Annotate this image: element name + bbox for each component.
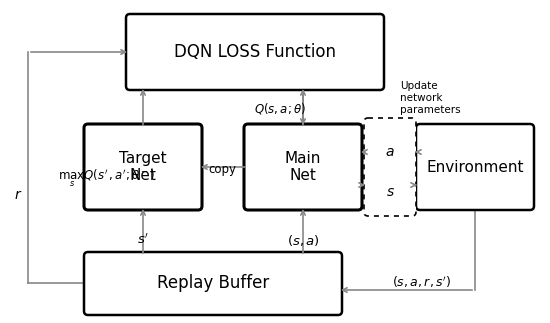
FancyBboxPatch shape bbox=[244, 124, 362, 210]
FancyBboxPatch shape bbox=[84, 124, 202, 210]
FancyBboxPatch shape bbox=[364, 118, 416, 216]
Text: Main
Net: Main Net bbox=[285, 151, 321, 183]
Text: Target
Net: Target Net bbox=[119, 151, 167, 183]
FancyBboxPatch shape bbox=[84, 252, 342, 315]
Text: $Q(s, a; \theta)$: $Q(s, a; \theta)$ bbox=[254, 100, 306, 116]
Text: Environment: Environment bbox=[426, 160, 524, 174]
Text: $(s, a, r, s')$: $(s, a, r, s')$ bbox=[392, 274, 451, 290]
Text: $s$: $s$ bbox=[386, 185, 394, 199]
Text: $\max_s Q(s', a'; \theta^-)$: $\max_s Q(s', a'; \theta^-)$ bbox=[58, 167, 156, 189]
Text: $s'$: $s'$ bbox=[137, 233, 149, 247]
FancyBboxPatch shape bbox=[126, 14, 384, 90]
FancyBboxPatch shape bbox=[416, 124, 534, 210]
Text: DQN LOSS Function: DQN LOSS Function bbox=[174, 43, 336, 61]
Text: $(s, a)$: $(s, a)$ bbox=[287, 233, 320, 247]
Text: Replay Buffer: Replay Buffer bbox=[157, 275, 269, 293]
Text: copy: copy bbox=[208, 163, 236, 176]
Text: Update
network
parameters: Update network parameters bbox=[400, 81, 461, 115]
Text: $r$: $r$ bbox=[14, 188, 22, 202]
Text: $a$: $a$ bbox=[385, 145, 395, 159]
